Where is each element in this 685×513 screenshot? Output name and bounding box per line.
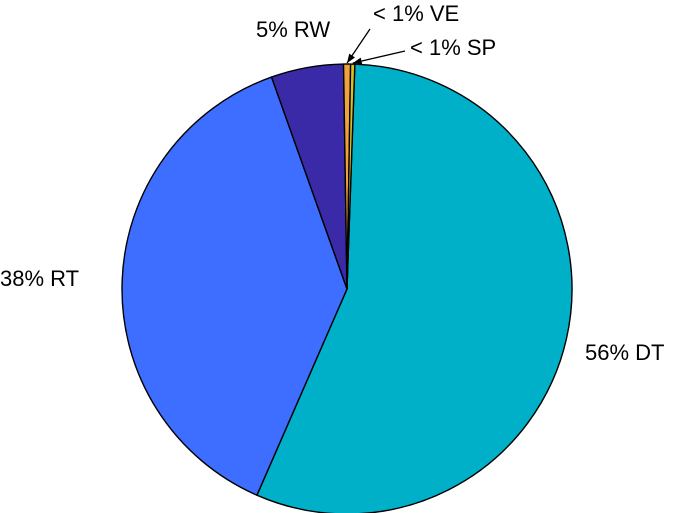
slice-label-sp: < 1% SP xyxy=(410,35,496,60)
label-arrows xyxy=(346,28,406,65)
slice-labels: 56% DT 38% RT 5% RW < 1% VE < 1% SP xyxy=(0,1,664,365)
slice-label-dt: 56% DT xyxy=(585,340,664,365)
slice-label-rw: 5% RW xyxy=(256,17,330,42)
label-arrow-head xyxy=(352,57,363,65)
label-arrow-head xyxy=(347,53,356,64)
pie-slice-rt xyxy=(121,76,348,496)
pie-slices xyxy=(121,63,573,513)
slice-label-ve: < 1% VE xyxy=(373,1,459,26)
slice-label-rt: 38% RT xyxy=(0,266,79,291)
pie-slice-sp xyxy=(346,63,356,290)
